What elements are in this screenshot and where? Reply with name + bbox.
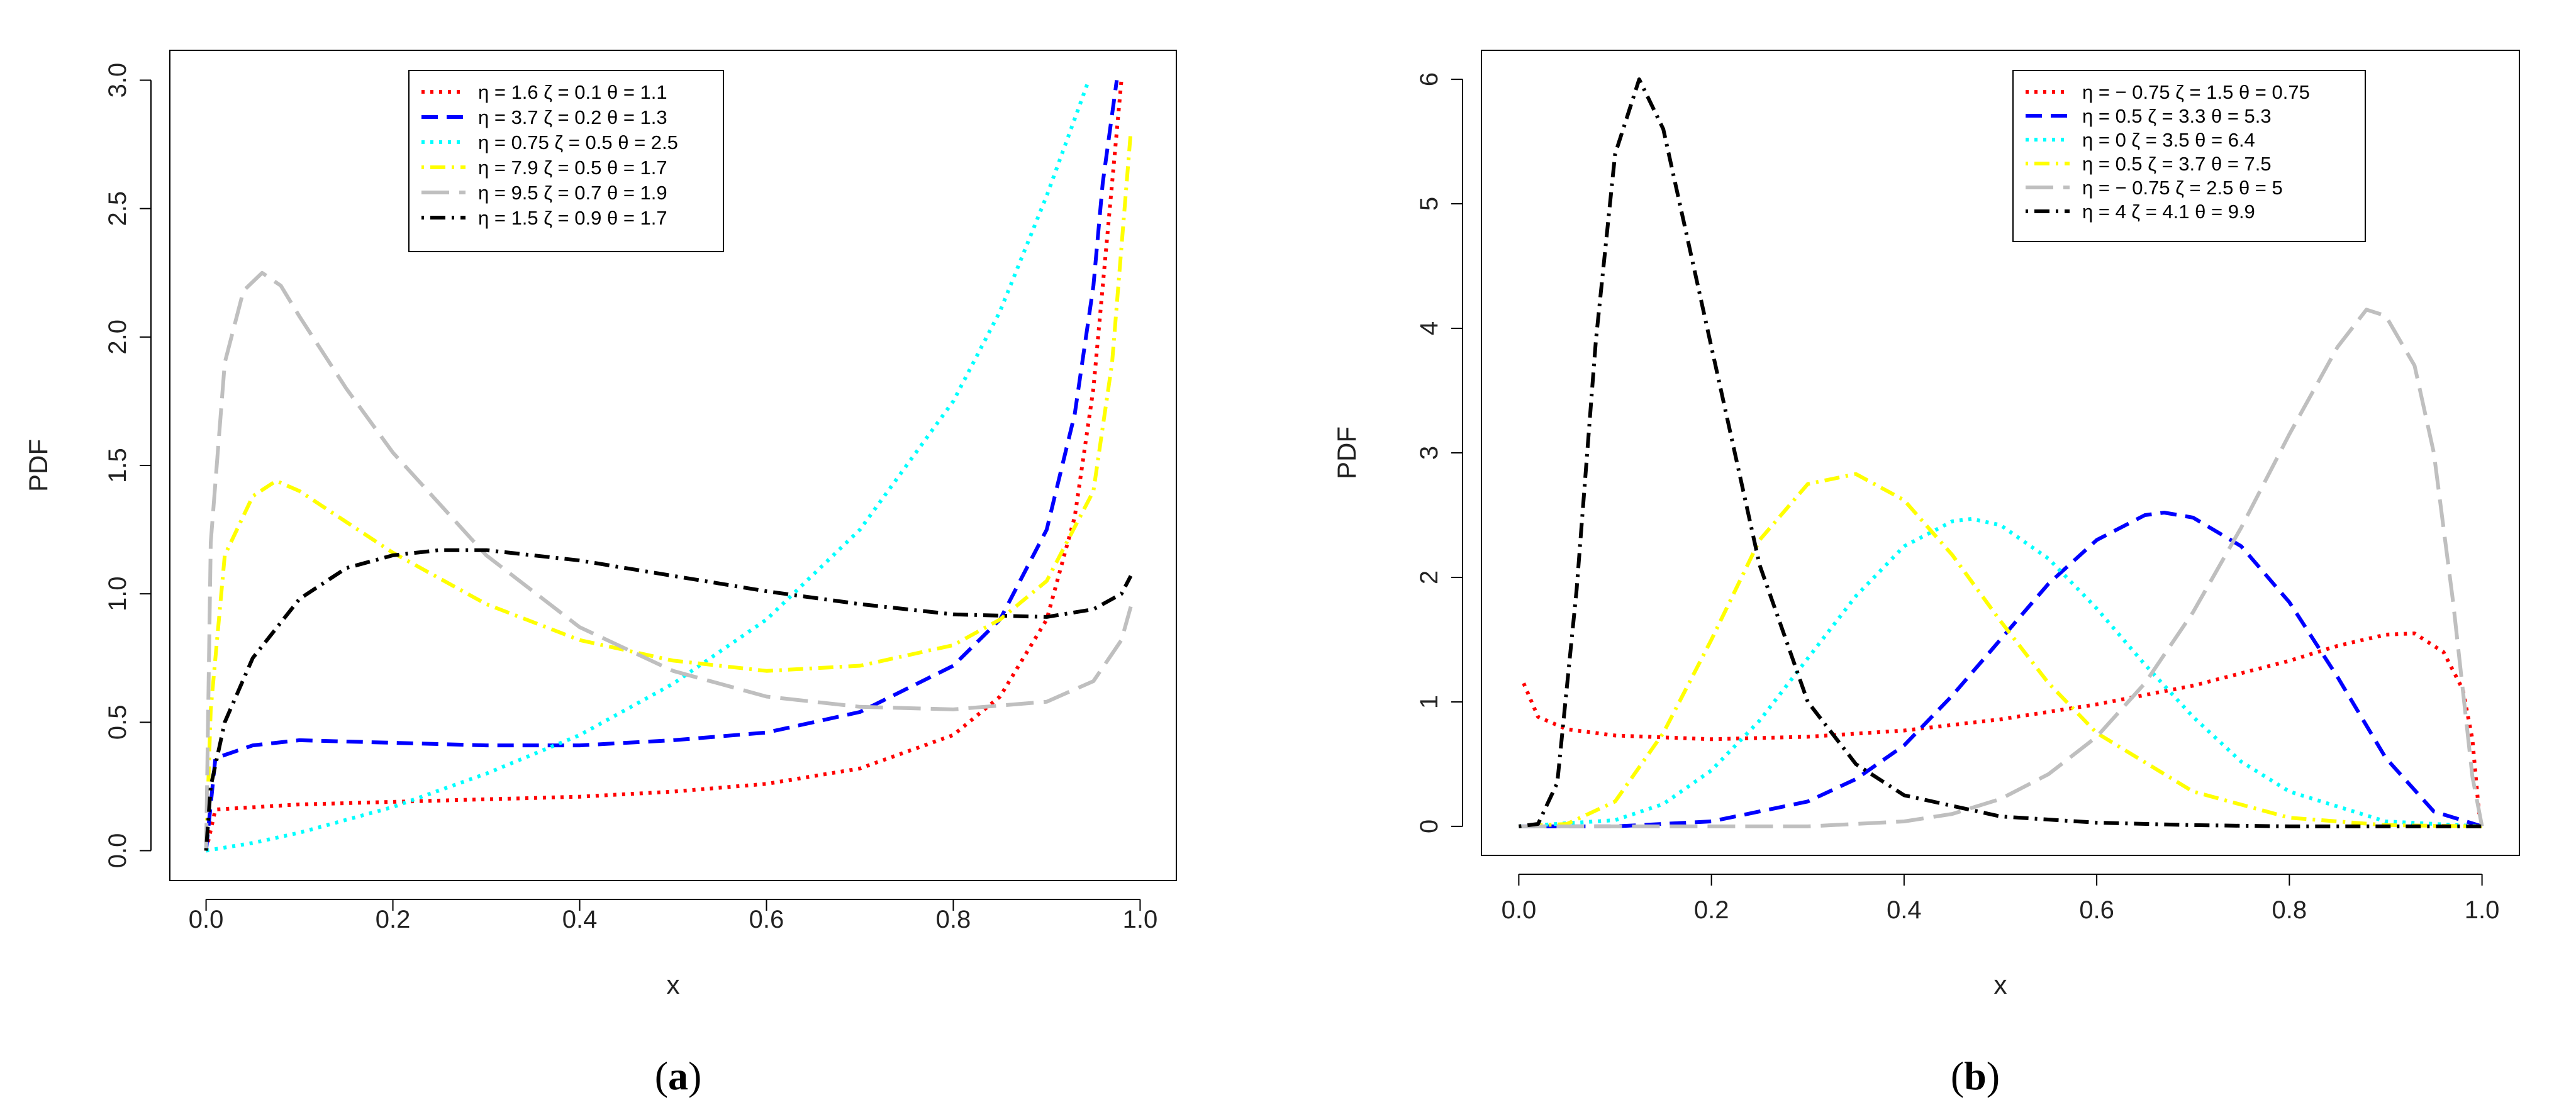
series-line-1 bbox=[1522, 631, 2481, 815]
y-tick-label: 4 bbox=[1415, 321, 1443, 335]
y-tick-label: 1 bbox=[1415, 695, 1443, 709]
legend-label: η = 4 ζ = 4.1 θ = 9.9 bbox=[2082, 201, 2255, 223]
x-tick-label: 0.2 bbox=[376, 906, 411, 933]
legend: η = − 0.75 ζ = 1.5 θ = 0.75η = 0.5 ζ = 3… bbox=[2012, 70, 2366, 242]
legend-label: η = 1.6 ζ = 0.1 θ = 1.1 bbox=[478, 81, 667, 103]
x-tick-label: 0.4 bbox=[562, 906, 598, 933]
y-tick-label: 1.5 bbox=[104, 448, 131, 483]
legend-label: η = 0.75 ζ = 0.5 θ = 2.5 bbox=[478, 131, 678, 153]
plot-frame bbox=[1481, 50, 2520, 856]
y-tick-label: 3.0 bbox=[104, 63, 131, 98]
y-tick-label: 2.5 bbox=[104, 191, 131, 226]
legend-label: η = − 0.75 ζ = 1.5 θ = 0.75 bbox=[2082, 81, 2310, 103]
x-tick-label: 1.0 bbox=[2465, 896, 2500, 924]
x-tick-label: 0.2 bbox=[1694, 896, 1729, 924]
y-tick-label: 0.5 bbox=[104, 705, 131, 740]
x-tick-label: 0.4 bbox=[1887, 896, 1922, 924]
caption-b: (b) bbox=[1951, 1054, 2000, 1098]
x-tick-label: 1.0 bbox=[1123, 906, 1158, 933]
legend-label: η = 7.9 ζ = 0.5 θ = 1.7 bbox=[478, 157, 667, 179]
x-axis-title: x bbox=[1994, 970, 2007, 999]
y-tick-label: 6 bbox=[1415, 72, 1443, 86]
x-tick-label: 0.6 bbox=[2079, 896, 2114, 924]
legend-box bbox=[2012, 70, 2366, 242]
y-tick-label: 2 bbox=[1415, 570, 1443, 584]
series-line-6 bbox=[204, 548, 1133, 851]
x-tick-label: 0.8 bbox=[2272, 896, 2307, 924]
series-line-3 bbox=[206, 79, 1091, 853]
series-line-6 bbox=[1519, 77, 2482, 828]
x-tick-label: 0.6 bbox=[749, 906, 784, 933]
x-tick-label: 0.8 bbox=[936, 906, 971, 933]
legend-label: η = − 0.75 ζ = 2.5 θ = 5 bbox=[2082, 177, 2283, 199]
x-tick-label: 0.0 bbox=[189, 906, 224, 933]
legend-label: η = 9.5 ζ = 0.7 θ = 1.9 bbox=[478, 182, 667, 204]
y-tick-label: 3 bbox=[1415, 446, 1443, 460]
legend-box bbox=[408, 70, 724, 252]
y-tick-label: 1.0 bbox=[104, 576, 131, 611]
series-line-5 bbox=[1519, 308, 2484, 828]
y-axis-title: PDF bbox=[23, 439, 53, 492]
legend-label: η = 1.5 ζ = 0.9 θ = 1.7 bbox=[478, 207, 667, 229]
chart-panel-b: 0.0 0.2 0.4 0.6 0.8 1.0 0 1 2 3 4 5 6 x PDF η = − 0.75 … bbox=[1332, 50, 2520, 999]
y-axis-title: PDF bbox=[1332, 426, 1361, 479]
legend-label: η = 0.5 ζ = 3.3 θ = 5.3 bbox=[2082, 105, 2272, 127]
series-line-4 bbox=[204, 131, 1133, 851]
legend: η = 1.6 ζ = 0.1 θ = 1.1 η = 3.7 ζ = 0.2 θ… bbox=[408, 70, 724, 252]
x-tick-label: 0.0 bbox=[1502, 896, 1537, 924]
series-line-4 bbox=[1519, 472, 2482, 828]
legend-label: η = 0 ζ = 3.5 θ = 6.4 bbox=[2082, 129, 2255, 151]
series-line-2 bbox=[204, 80, 1119, 851]
series-line-2 bbox=[1519, 511, 2483, 828]
y-tick-label: 0.0 bbox=[104, 833, 131, 869]
legend-label: η = 0.5 ζ = 3.7 θ = 7.5 bbox=[2082, 153, 2272, 175]
series-line-5 bbox=[204, 270, 1133, 851]
y-tick-label: 2.0 bbox=[104, 320, 131, 355]
caption-a: (a) bbox=[655, 1054, 702, 1098]
y-tick-label: 5 bbox=[1415, 197, 1443, 211]
plot-frame bbox=[169, 50, 1177, 881]
legend-label: η = 3.7 ζ = 0.2 θ = 1.3 bbox=[478, 106, 667, 128]
chart-panel-a: 0.0 0.2 0.4 0.6 0.8 1.0 0.0 0.5 1.0 1.5 2.0 2.5 3.0 x… bbox=[23, 50, 1177, 999]
y-tick-label: 0 bbox=[1415, 820, 1443, 833]
series-line-3 bbox=[1519, 516, 2482, 828]
x-axis-title: x bbox=[667, 970, 680, 999]
series-line-1 bbox=[204, 80, 1124, 852]
